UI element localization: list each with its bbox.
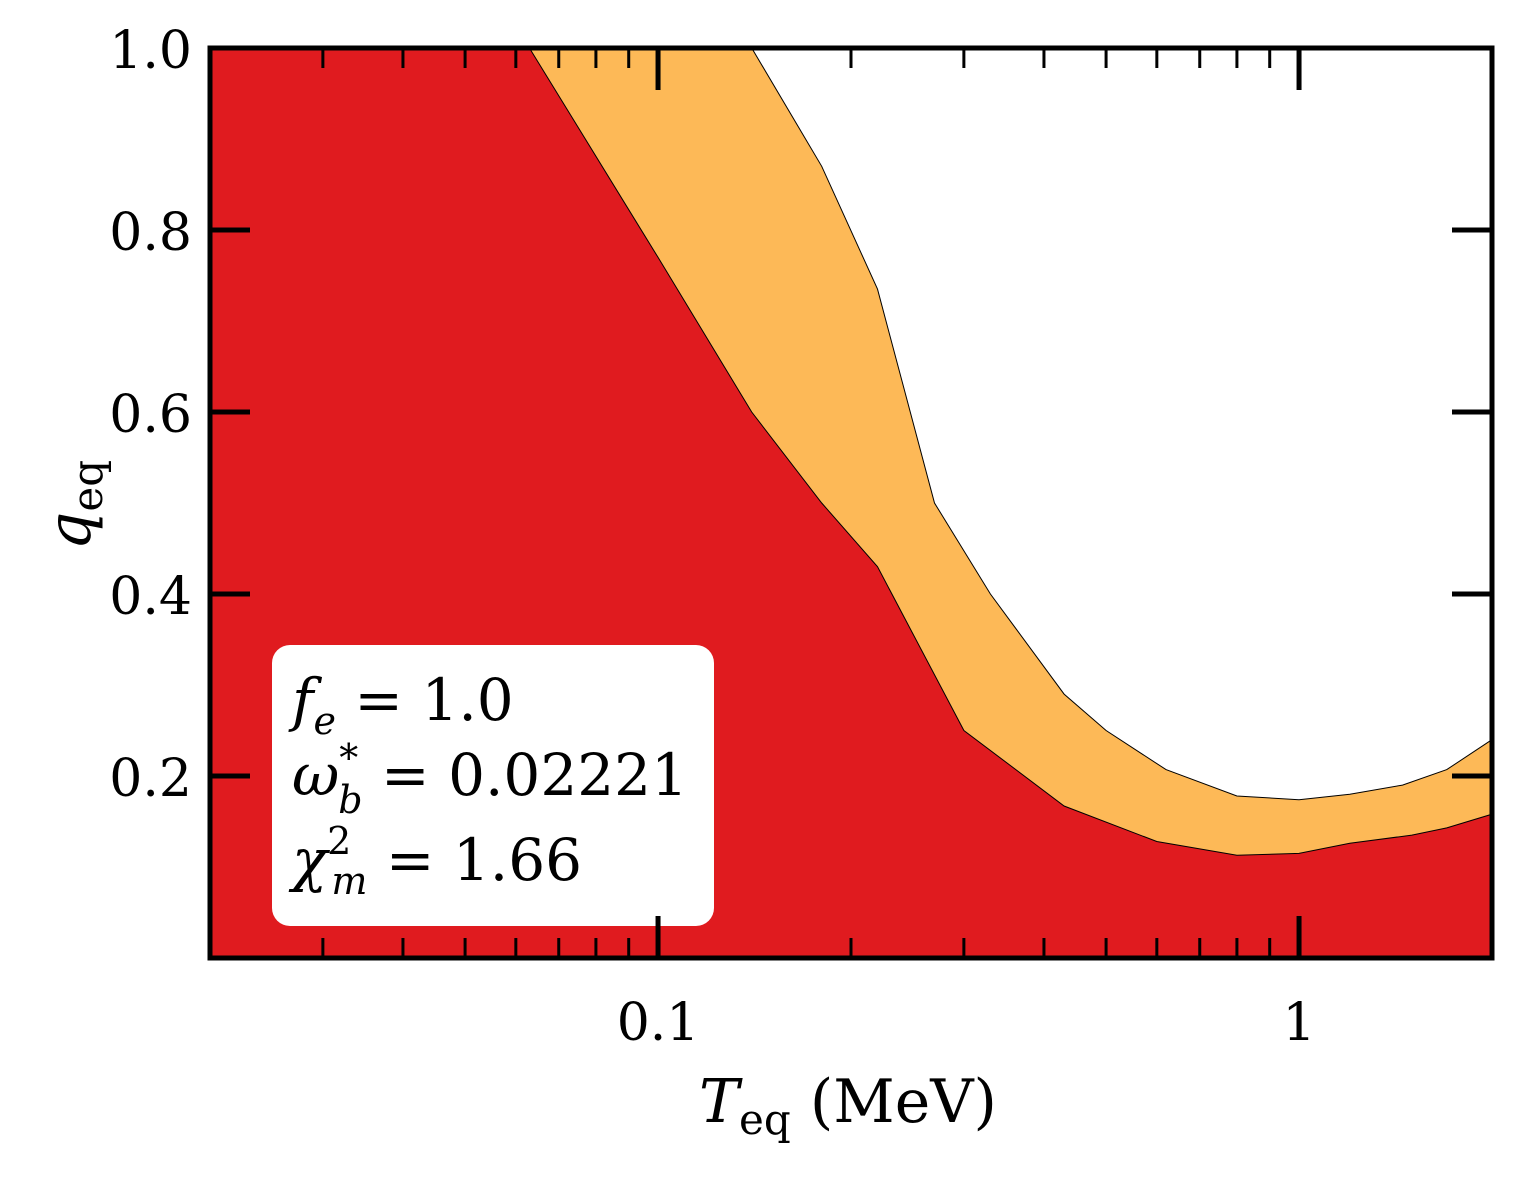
x-axis-label: Teq (MeV) [699,1067,997,1144]
annotation-line-fe: fe = 1.0 [288,666,514,743]
y-axis-label: qeq [35,460,112,550]
y-tick-label-1: 0.4 [109,567,192,627]
y-tick-label-4: 1.0 [109,21,192,81]
y-tick-label-2: 0.6 [109,385,192,445]
y-tick-label-0: 0.2 [109,749,192,809]
x-tick-label-1: 1 [1282,993,1315,1053]
plot-frame [207,45,1495,961]
annotation-box: fe = 1.0 ω* b = 0.02221 χ2 m = 1.66 [272,645,714,926]
y-tick-label-3: 0.8 [109,203,192,263]
annotation-line-chi: χ2 m = 1.66 [288,819,582,903]
annotation-background [272,645,714,926]
x-tick-label-0: 0.1 [617,993,700,1053]
tick-labels: 0.2 0.4 0.6 0.8 1.0 0.1 1 [109,21,1315,1053]
annotation-line-omega: ω* b = 0.02221 [292,736,688,822]
